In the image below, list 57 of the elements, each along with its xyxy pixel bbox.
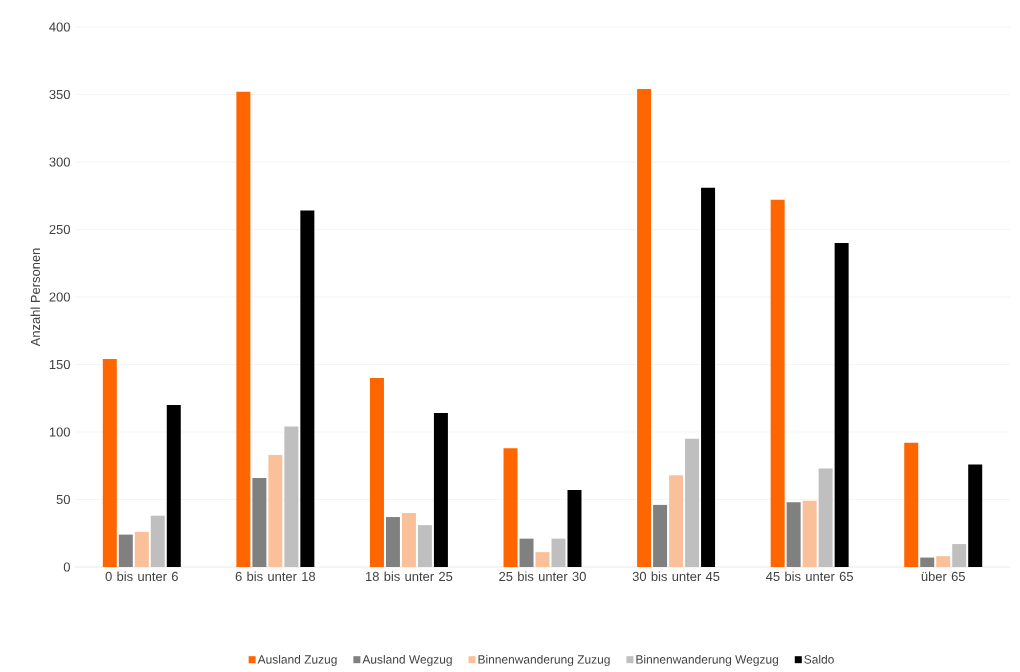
- bar: [920, 557, 935, 567]
- bar: [567, 490, 582, 567]
- bar: [236, 91, 251, 567]
- y-tick-label: 50: [56, 494, 70, 505]
- bar: [300, 210, 315, 567]
- bar: [284, 426, 299, 567]
- bar: [786, 502, 801, 567]
- legend-label: Binnenwanderung Wegzug: [636, 654, 778, 667]
- x-tick-label: 0 bis unter 6: [105, 571, 178, 582]
- y-tick-label: 400: [49, 22, 70, 32]
- bar: [685, 438, 700, 567]
- bar: [166, 405, 181, 567]
- y-tick-label: 350: [49, 89, 70, 100]
- bar: [150, 515, 165, 567]
- bar: [519, 538, 534, 567]
- bar: [653, 504, 668, 567]
- x-tick-label: 25 bis unter 30: [499, 571, 586, 582]
- legend-label: Saldo: [804, 654, 834, 664]
- bar: [669, 475, 684, 567]
- bar: [701, 187, 716, 567]
- legend-label: Ausland Wegzug: [362, 654, 452, 667]
- bar: [252, 477, 267, 567]
- bar: [369, 378, 384, 567]
- y-tick-label: 300: [49, 157, 70, 167]
- bar: [102, 359, 117, 567]
- bar: [433, 413, 448, 567]
- bar: [936, 556, 951, 567]
- bar: [802, 500, 817, 567]
- bar: [904, 442, 919, 567]
- bar: [268, 454, 283, 567]
- y-tick-label: 200: [49, 292, 70, 302]
- bar: [503, 448, 518, 567]
- bar: [770, 199, 785, 567]
- x-tick-label: 45 bis unter 65: [766, 571, 853, 582]
- bar: [952, 544, 967, 567]
- y-tick-label: 0: [63, 562, 70, 572]
- bar: [834, 243, 849, 567]
- bar: [385, 517, 400, 567]
- bar: [417, 525, 432, 567]
- bar: [401, 513, 416, 567]
- y-tick-label: 100: [49, 427, 70, 437]
- bar: [535, 552, 550, 567]
- legend-label: Binnenwanderung Zuzug: [478, 654, 610, 667]
- y-tick-label: 250: [49, 224, 70, 235]
- x-tick-label: 6 bis unter 18: [235, 571, 316, 582]
- y-axis-title: Anzahl Personen: [30, 248, 41, 347]
- bar: [818, 468, 833, 567]
- bar: [968, 464, 983, 567]
- bar: [118, 534, 133, 567]
- x-tick-label: über 65: [921, 571, 965, 582]
- legend-label: Ausland Zuzug: [257, 654, 337, 667]
- bar: [551, 538, 566, 567]
- bar: [134, 531, 149, 567]
- bar: [637, 89, 652, 567]
- y-tick-label: 150: [49, 359, 70, 370]
- x-tick-label: 30 bis unter 45: [632, 571, 720, 582]
- x-tick-label: 18 bis unter 25: [366, 571, 453, 582]
